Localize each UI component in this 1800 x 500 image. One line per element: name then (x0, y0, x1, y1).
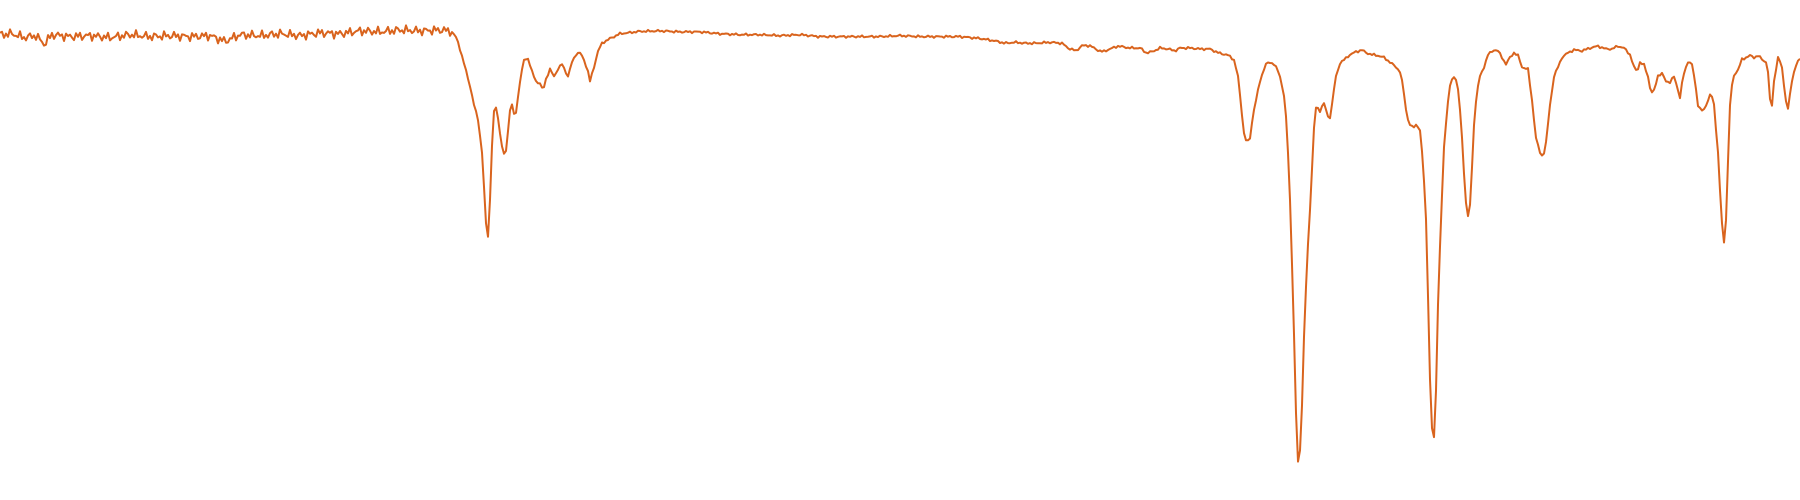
plot-area (0, 24, 1800, 463)
spectrum-series-line-0 (0, 24, 1800, 463)
